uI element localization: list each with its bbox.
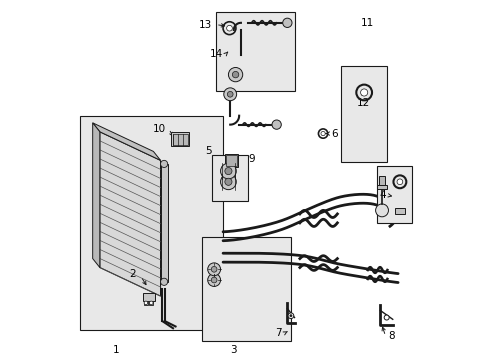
Bar — [201, 237, 290, 341]
Bar — [376, 185, 386, 189]
Text: 6: 6 — [331, 129, 337, 139]
Circle shape — [160, 160, 167, 167]
Text: 1: 1 — [112, 345, 119, 355]
Circle shape — [220, 174, 236, 190]
Text: 14: 14 — [209, 49, 223, 59]
Text: 8: 8 — [387, 331, 394, 341]
Bar — [212, 155, 247, 202]
Circle shape — [287, 313, 293, 319]
Bar — [149, 301, 153, 305]
Circle shape — [384, 315, 388, 320]
Circle shape — [271, 120, 281, 129]
Circle shape — [227, 91, 233, 97]
Bar — [224, 154, 238, 167]
Circle shape — [282, 18, 291, 27]
Text: 12: 12 — [356, 98, 369, 108]
Circle shape — [207, 274, 220, 287]
Circle shape — [232, 71, 238, 78]
Circle shape — [211, 266, 217, 272]
Bar — [172, 134, 187, 145]
Bar — [142, 293, 155, 301]
Text: 9: 9 — [247, 154, 254, 164]
Circle shape — [207, 263, 220, 276]
Circle shape — [228, 67, 242, 82]
Polygon shape — [93, 123, 160, 160]
Circle shape — [160, 278, 167, 285]
Bar — [378, 176, 384, 185]
Text: 4: 4 — [378, 190, 385, 201]
Circle shape — [224, 178, 231, 185]
Text: 7: 7 — [275, 328, 282, 338]
Circle shape — [396, 179, 402, 185]
Bar — [394, 207, 405, 214]
Bar — [226, 156, 237, 166]
Text: 2: 2 — [129, 269, 135, 279]
Circle shape — [375, 204, 387, 217]
Circle shape — [144, 301, 147, 305]
Circle shape — [149, 301, 153, 305]
Bar — [143, 301, 148, 305]
Circle shape — [224, 88, 236, 101]
Circle shape — [320, 131, 325, 136]
Text: 13: 13 — [198, 19, 211, 30]
Text: 5: 5 — [205, 147, 212, 157]
Bar — [171, 132, 189, 146]
Bar — [340, 66, 386, 162]
Bar — [216, 12, 294, 91]
Polygon shape — [93, 123, 100, 267]
Text: 3: 3 — [230, 345, 237, 355]
Circle shape — [226, 25, 232, 31]
Circle shape — [220, 163, 236, 179]
Circle shape — [360, 89, 367, 96]
Circle shape — [211, 277, 217, 283]
Bar — [376, 166, 411, 223]
Bar — [80, 116, 223, 330]
Circle shape — [224, 167, 231, 175]
Text: 10: 10 — [152, 124, 165, 134]
Bar — [160, 164, 167, 282]
Circle shape — [289, 315, 291, 317]
Polygon shape — [100, 132, 160, 296]
Text: 11: 11 — [360, 18, 374, 28]
